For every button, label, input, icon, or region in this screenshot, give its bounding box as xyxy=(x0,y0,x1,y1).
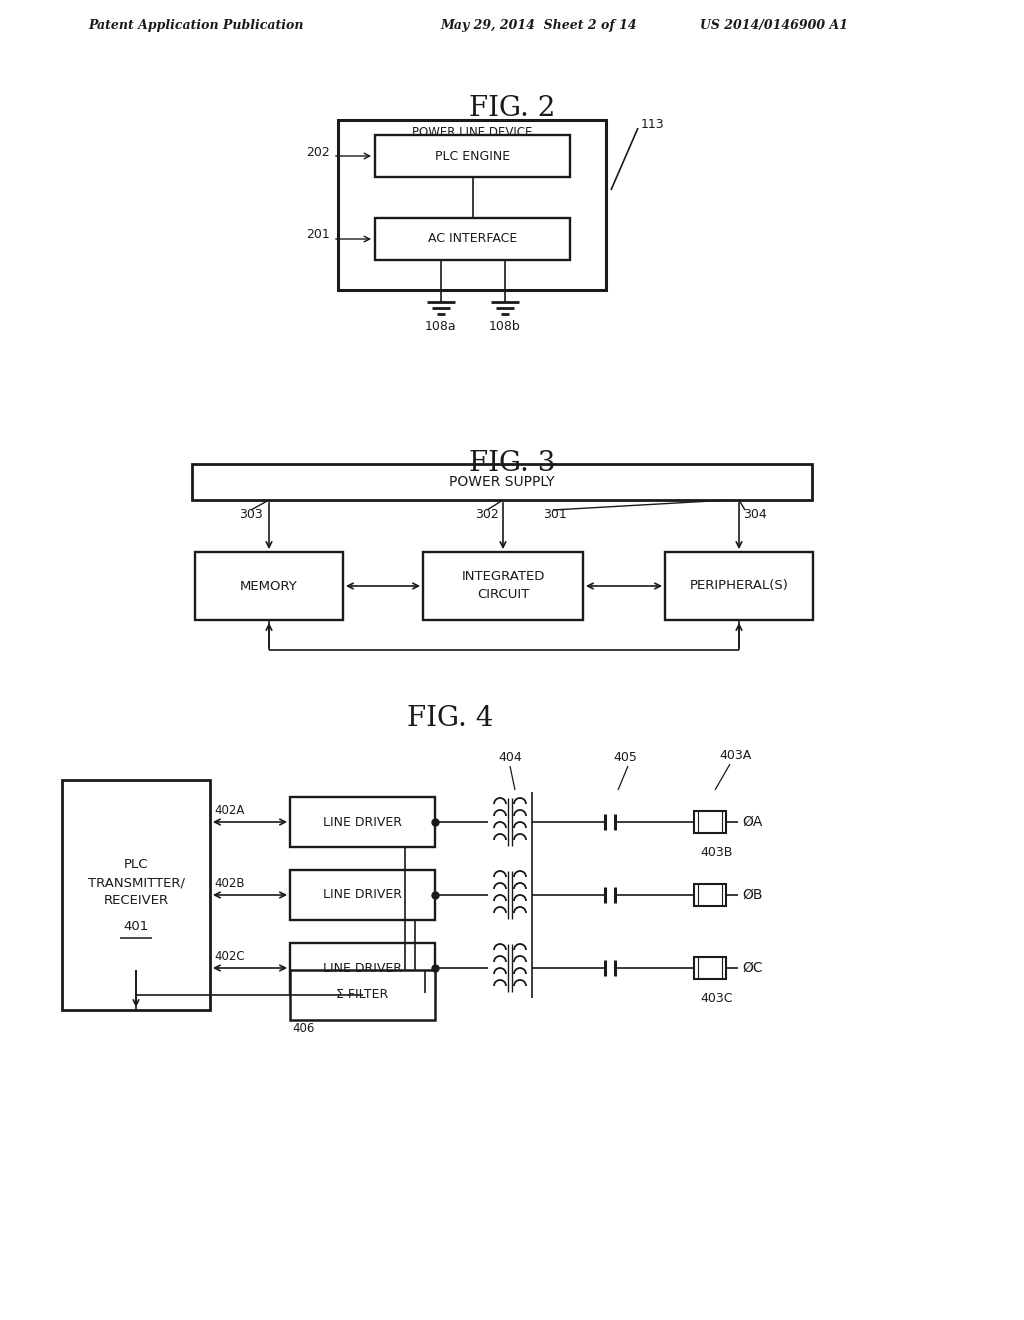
Text: 113: 113 xyxy=(641,119,665,132)
Text: ØA: ØA xyxy=(742,814,763,829)
Bar xyxy=(290,942,435,993)
Text: FIG. 3: FIG. 3 xyxy=(469,450,555,477)
Bar xyxy=(62,780,210,1010)
Text: Patent Application Publication: Patent Application Publication xyxy=(88,18,303,32)
Text: 402A: 402A xyxy=(214,804,245,817)
Text: POWER SUPPLY: POWER SUPPLY xyxy=(450,475,555,488)
Text: LINE DRIVER: LINE DRIVER xyxy=(323,888,402,902)
Text: 108b: 108b xyxy=(488,319,520,333)
Bar xyxy=(290,870,435,920)
Text: 201: 201 xyxy=(306,228,330,242)
Text: FIG. 2: FIG. 2 xyxy=(469,95,555,121)
Bar xyxy=(290,797,435,847)
Text: 303: 303 xyxy=(239,508,263,521)
Bar xyxy=(375,135,570,177)
Text: 301: 301 xyxy=(543,508,566,521)
Text: 406: 406 xyxy=(292,1022,314,1035)
Bar xyxy=(665,552,813,620)
Text: PLC: PLC xyxy=(124,858,148,871)
Bar xyxy=(694,957,726,979)
Text: 202: 202 xyxy=(306,145,330,158)
Text: MEMORY: MEMORY xyxy=(240,579,298,593)
Text: 401: 401 xyxy=(123,920,148,933)
Text: LINE DRIVER: LINE DRIVER xyxy=(323,961,402,974)
Text: CIRCUIT: CIRCUIT xyxy=(477,589,529,602)
Text: INTEGRATED: INTEGRATED xyxy=(462,570,545,583)
Bar xyxy=(195,552,343,620)
Bar xyxy=(694,884,726,906)
Text: PLC ENGINE: PLC ENGINE xyxy=(435,149,510,162)
Text: RECEIVER: RECEIVER xyxy=(103,895,169,908)
Text: 403A: 403A xyxy=(719,748,752,762)
Text: 404: 404 xyxy=(498,751,522,764)
Bar xyxy=(290,970,435,1020)
Text: ØC: ØC xyxy=(742,961,763,975)
Text: TRANSMITTER/: TRANSMITTER/ xyxy=(87,876,184,890)
Text: AC INTERFACE: AC INTERFACE xyxy=(428,232,517,246)
Bar xyxy=(375,218,570,260)
Bar xyxy=(423,552,583,620)
Text: PERIPHERAL(S): PERIPHERAL(S) xyxy=(689,579,788,593)
Text: May 29, 2014  Sheet 2 of 14: May 29, 2014 Sheet 2 of 14 xyxy=(440,18,637,32)
Text: POWER LINE DEVICE: POWER LINE DEVICE xyxy=(412,127,532,140)
Text: 108a: 108a xyxy=(425,319,457,333)
Text: 405: 405 xyxy=(613,751,637,764)
Bar xyxy=(338,120,606,290)
Text: 403B: 403B xyxy=(700,846,732,858)
Text: 403C: 403C xyxy=(700,991,732,1005)
Text: 402C: 402C xyxy=(214,950,245,964)
Text: FIG. 4: FIG. 4 xyxy=(407,705,494,733)
Text: LINE DRIVER: LINE DRIVER xyxy=(323,816,402,829)
Text: US 2014/0146900 A1: US 2014/0146900 A1 xyxy=(700,18,848,32)
Text: 302: 302 xyxy=(475,508,499,521)
Text: Σ FILTER: Σ FILTER xyxy=(336,989,389,1002)
Bar xyxy=(193,465,812,500)
Text: 304: 304 xyxy=(743,508,767,521)
Text: ØB: ØB xyxy=(742,888,763,902)
Bar xyxy=(694,810,726,833)
Text: 402B: 402B xyxy=(214,876,245,890)
